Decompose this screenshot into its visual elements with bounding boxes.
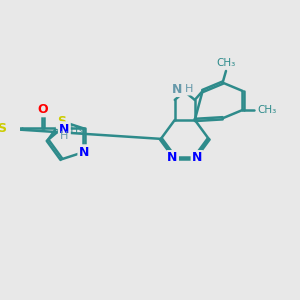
Text: CH₃: CH₃ xyxy=(64,125,83,135)
Text: H: H xyxy=(60,131,69,141)
Text: S: S xyxy=(0,122,7,135)
Text: CH₃: CH₃ xyxy=(258,105,277,115)
Text: N: N xyxy=(59,122,70,136)
Text: H: H xyxy=(184,84,193,94)
Text: O: O xyxy=(38,103,48,116)
Text: N: N xyxy=(192,151,202,164)
Text: CH₃: CH₃ xyxy=(216,58,236,68)
Text: S: S xyxy=(57,115,66,128)
Text: N: N xyxy=(79,146,89,158)
Text: N: N xyxy=(167,151,178,164)
Text: N: N xyxy=(172,83,183,96)
